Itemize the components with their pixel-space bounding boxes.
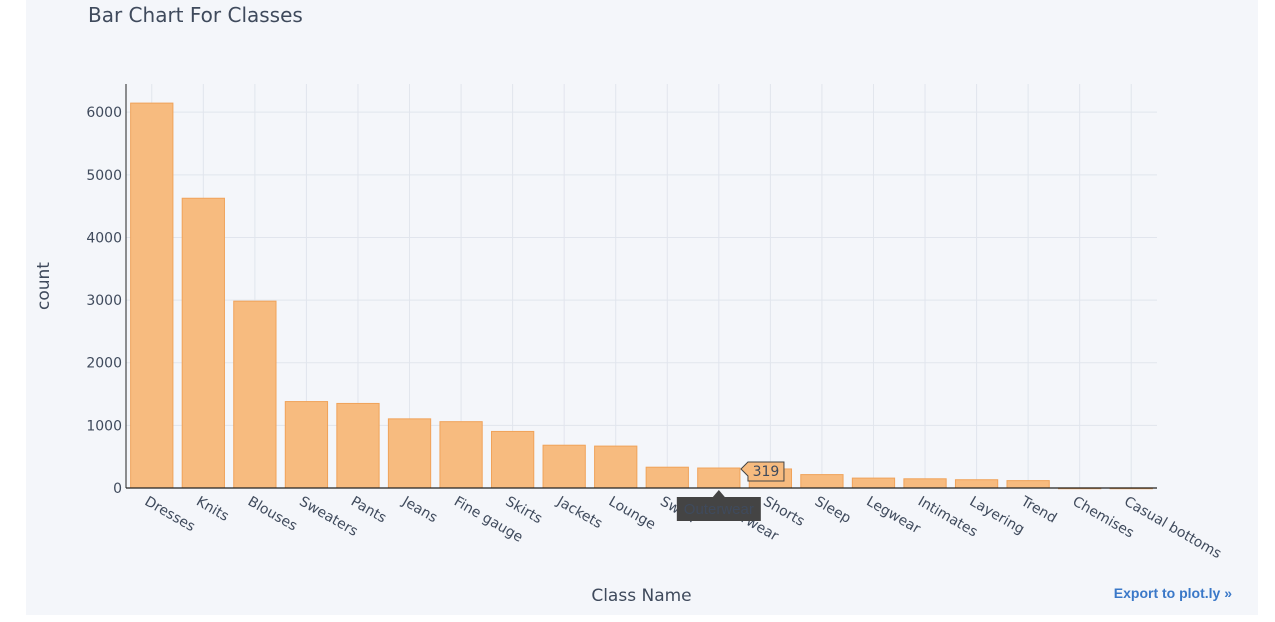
bar-knits[interactable] bbox=[181, 197, 225, 489]
bar-swim[interactable] bbox=[645, 466, 689, 489]
y-tick-label: 2000 bbox=[86, 356, 122, 372]
x-tick-label: Sleep bbox=[812, 494, 854, 527]
x-tick-label: Jackets bbox=[553, 493, 605, 532]
bar-legwear[interactable] bbox=[851, 477, 896, 489]
bar-trend[interactable] bbox=[1006, 480, 1050, 489]
bar-dresses[interactable] bbox=[130, 102, 174, 489]
x-tick-label: Dresses bbox=[142, 494, 198, 536]
bar-blouses[interactable] bbox=[233, 300, 277, 489]
bar-sleep[interactable] bbox=[800, 474, 844, 489]
x-tick-label: Blouses bbox=[245, 494, 300, 535]
x-tick-label: Jeans bbox=[399, 493, 440, 526]
bar-chart[interactable]: Bar Chart For Classes 0 1000 2000 3000 4000 50… bbox=[26, 0, 1258, 615]
export-link[interactable]: Export to plot.ly » bbox=[1113, 585, 1232, 601]
bar-lounge[interactable] bbox=[594, 445, 638, 489]
y-tick-label: 3000 bbox=[86, 293, 122, 309]
hover-value-box bbox=[740, 461, 785, 482]
chart-title: Bar Chart For Classes bbox=[88, 3, 303, 27]
y-tick-label: 0 bbox=[113, 481, 122, 497]
x-tick-label: Legwear bbox=[863, 494, 923, 538]
bar-skirts[interactable] bbox=[490, 430, 535, 489]
bar-jackets[interactable] bbox=[542, 444, 586, 489]
x-axis-title: Class Name bbox=[591, 586, 691, 606]
bar-outerwear[interactable] bbox=[697, 467, 741, 489]
y-tick-label: 1000 bbox=[86, 418, 122, 434]
bar-intimates[interactable] bbox=[903, 478, 947, 489]
y-axis-title: count bbox=[34, 262, 54, 310]
y-tick-label: 5000 bbox=[86, 168, 122, 184]
y-tick-label: 6000 bbox=[86, 105, 122, 121]
x-tick-label: Casual bottoms bbox=[1121, 494, 1224, 563]
x-tick-label: Lounge bbox=[606, 494, 658, 534]
bar-pants[interactable] bbox=[336, 402, 380, 489]
hover-category-box bbox=[676, 490, 761, 521]
hover-category-label: Outerwear bbox=[684, 501, 754, 518]
bar-jeans[interactable] bbox=[387, 418, 432, 489]
bar-layering[interactable] bbox=[954, 479, 999, 489]
chart-panel: Bar Chart For Classes 0 1000 2000 3000 4000 50… bbox=[26, 0, 1258, 615]
bar-sweaters[interactable] bbox=[284, 401, 329, 489]
bar-fine-gauge[interactable] bbox=[439, 421, 483, 489]
hover-value-label: 319 bbox=[753, 464, 780, 480]
x-tick-label: Knits bbox=[193, 494, 231, 525]
y-tick-label: 4000 bbox=[86, 230, 122, 246]
